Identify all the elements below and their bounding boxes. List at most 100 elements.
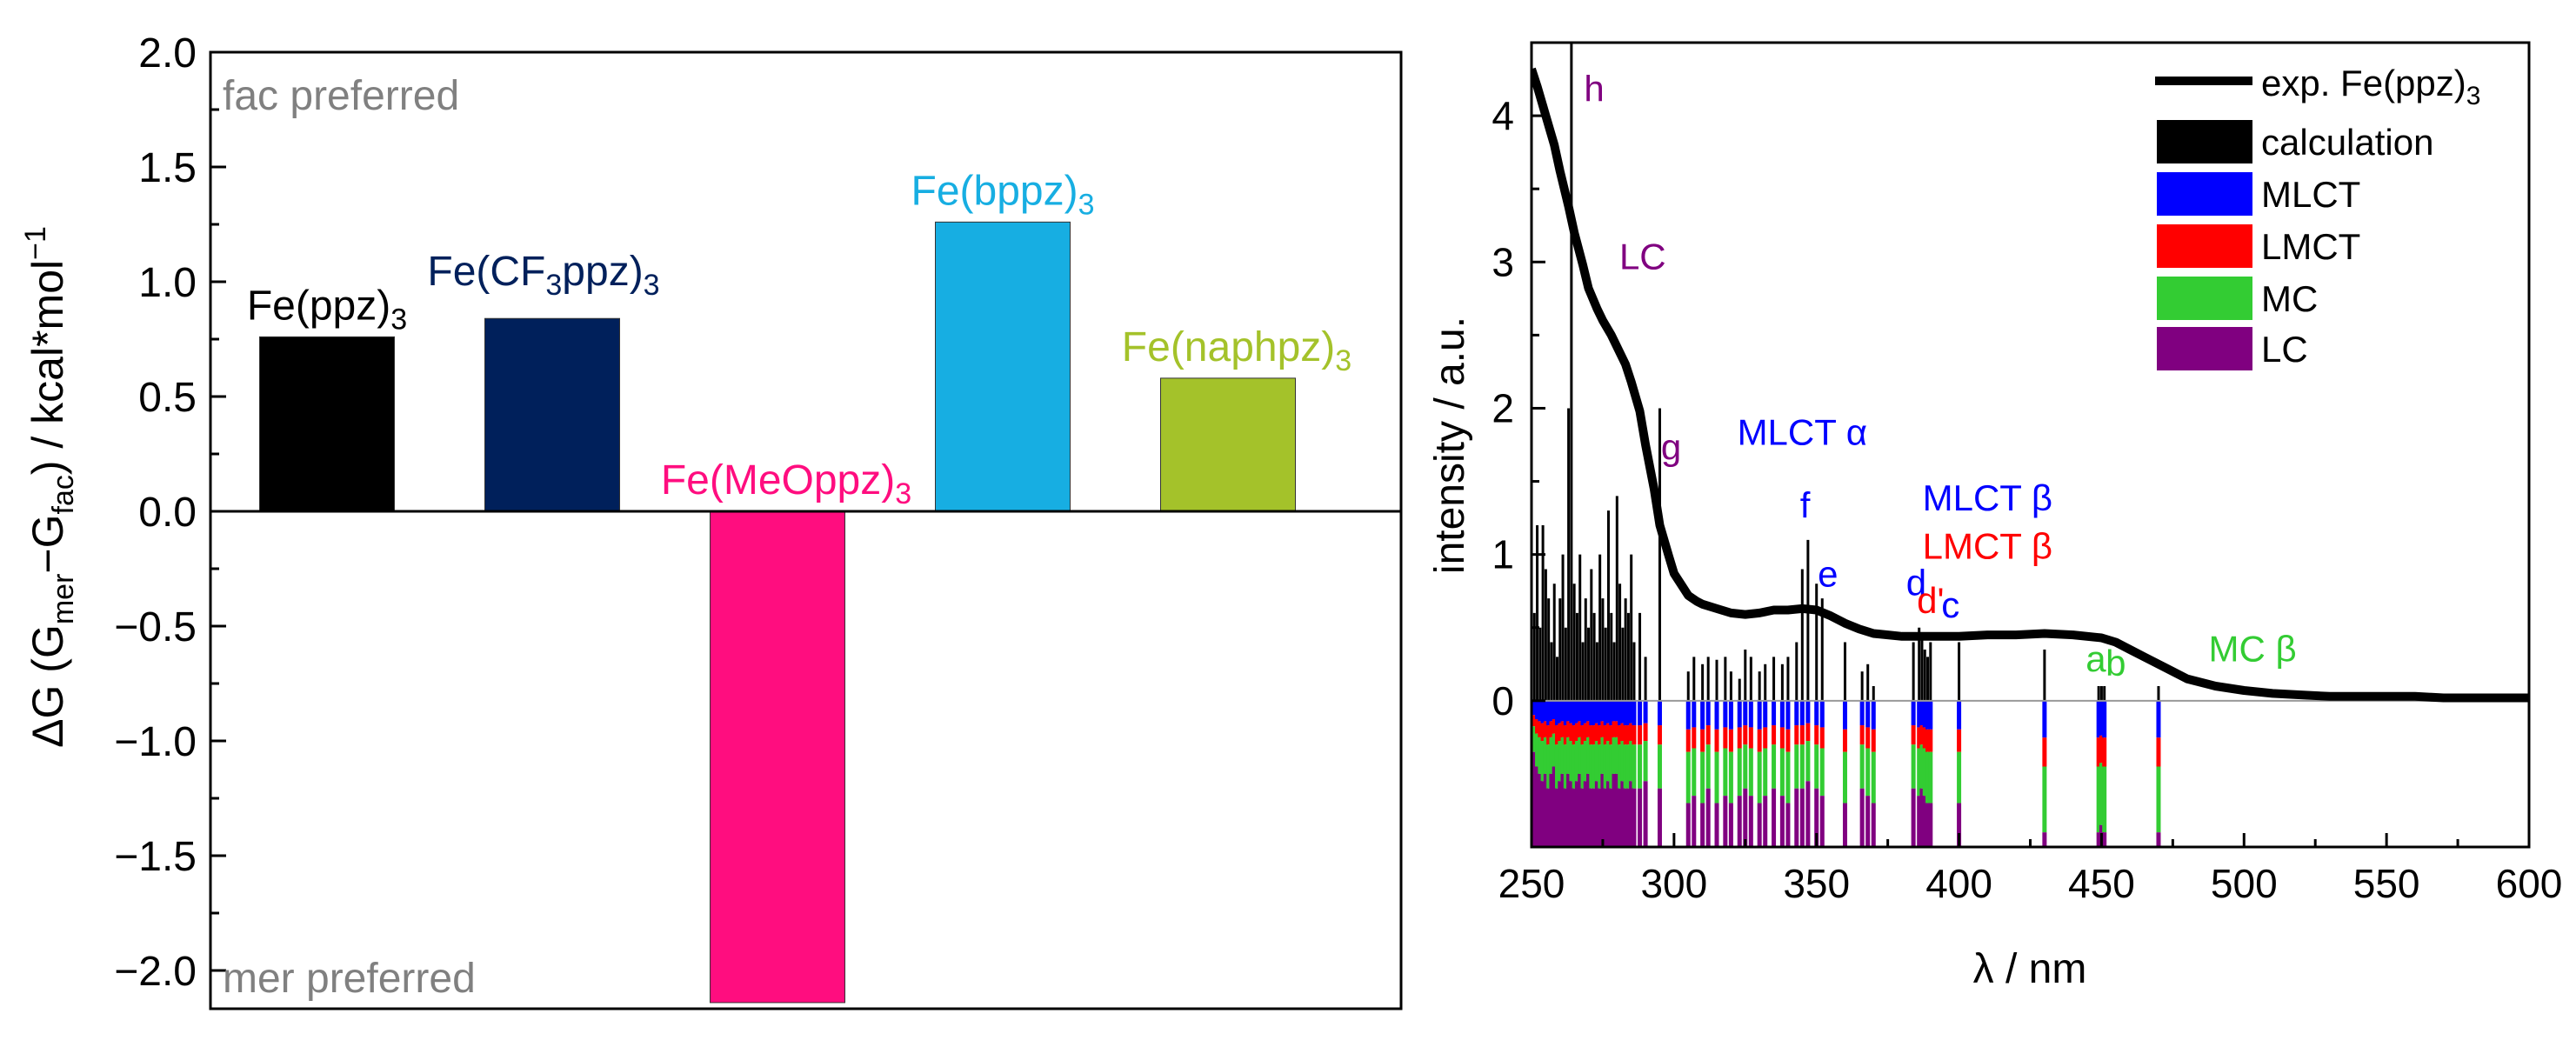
decomp-mc [1763,748,1768,797]
decomp-lmct [1814,725,1819,745]
decomp-lmct [1532,715,1537,727]
decomp-mc [1600,737,1605,774]
peak-label: d' [1917,580,1944,621]
bar-series: Fe(ppz)3 Fe(CF3ppz)3 Fe(MeOppz)3 Fe(bppz)3 F… [247,168,1351,1004]
decomp-mlct [1785,700,1791,730]
decomp-lc [1657,788,1662,847]
decomp-lc [1842,803,1847,847]
decomp-mc [1917,748,1922,797]
decomp-lc [2042,832,2047,847]
decomp-lc [1623,788,1628,847]
decomp-lc [1737,796,1742,847]
decomp-lmct [1794,725,1799,745]
decomp-lc [1928,803,1933,847]
decomp-lmct [1819,727,1825,749]
bar-y-tick-label: 0.0 [138,490,197,536]
decomp-mlct [1629,700,1634,724]
mer-preferred-note: mer preferred [223,956,476,1002]
decomp-mc [1692,748,1697,797]
decomp-lc [1552,766,1557,847]
spectrum-x-axis-title: λ / nm [1973,946,2087,992]
decomp-lc [1560,773,1565,847]
decomp-lmct [1737,727,1742,749]
decomp-mc [1535,733,1540,767]
peak-label: f [1800,485,1811,526]
decomp-lmct [1560,721,1565,737]
decomp-lmct [1569,723,1574,742]
decomp-lc [1925,803,1931,847]
bar-y-tick-label: −1.0 [114,719,197,765]
legend-swatch-mlct [2157,172,2252,216]
decomp-lmct [1779,727,1785,749]
decomp-lmct [1592,725,1597,745]
spectrum-x-tick-label: 550 [2353,861,2420,906]
decomp-lc [1569,781,1574,847]
decomp-mlct [1814,700,1819,726]
bar-y-tick-label: −2.0 [114,949,197,995]
legend-swatch-lmct [2157,224,2252,268]
decomp-mc [1705,744,1711,789]
decomp-mc [1859,744,1865,789]
decomp-mlct [2042,700,2047,738]
decomp-mc [1925,751,1931,804]
decomp-lc [1922,796,1927,847]
decomp-lmct [1700,729,1705,752]
decomp-mc [1928,751,1933,804]
decomp-lmct [1785,729,1791,752]
decomp-mlct [1819,700,1825,728]
decomp-mlct [1592,700,1597,726]
decomp-mlct [1546,700,1552,726]
bar-y-axis-title: ΔG (Gmer−Gfac) / kcal*mol−1 [19,226,80,748]
decomp-lmct [1594,723,1599,742]
bar-label-2: Fe(MeOppz)3 [661,457,911,510]
decomp-mc [1574,741,1579,782]
decomp-lc [1794,788,1799,847]
decomp-lc [1871,803,1876,847]
decomp-mc [1657,744,1662,789]
peak-label: LMCT β [1923,526,2052,567]
decomp-lc [1589,788,1594,847]
decomp-lc [1700,803,1705,847]
decomp-lmct [1757,729,1762,752]
decomp-lmct [1563,725,1568,745]
decomp-lmct [1578,721,1583,737]
decomp-lc [1957,803,1962,847]
bar-y-axis-label: ΔG (Gmer−Gfac) / kcal*mol−1 [19,226,80,748]
decomp-mc [1598,744,1603,789]
legend-swatch-mc [2157,277,2252,320]
peak-label: d [1906,563,1926,604]
decomp-lmct [1589,725,1594,745]
decomp-lmct [1657,725,1662,745]
decomp-lc [1614,773,1619,847]
decomp-mlct [1609,700,1614,726]
decomp-mc [1794,744,1799,789]
decomp-lc [1865,796,1871,847]
decomp-mlct [1543,700,1548,722]
decomp-lc [1603,788,1608,847]
legend-label-exp: exp. Fe(ppz)3 [2261,63,2480,110]
decomp-mlct [1586,700,1592,722]
peak-label: g [1661,426,1681,467]
peak-label: e [1818,554,1838,595]
spectrum-chart: 250 300 350 400 450 500 550 600 0 1 2 3 4 h LC g MLCT … [1427,41,2562,992]
decomp-lmct [1598,725,1603,745]
decomp-lc [1625,788,1631,847]
decomp-lmct [1620,723,1625,742]
decomp-lmct [1638,725,1643,745]
decomp-lmct [1609,725,1614,745]
bar-y-tick-label: −1.5 [114,834,197,880]
decomp-lmct [1925,729,1931,752]
decomp-mc [1538,737,1543,774]
decomp-mlct [1603,700,1608,726]
decomp-mc [1779,748,1785,797]
decomp-lmct [1614,721,1619,737]
decomp-mlct [1538,700,1543,722]
decomp-mlct [1919,700,1925,726]
decomp-mc [1612,737,1617,774]
decomp-mlct [1594,700,1599,724]
decomp-mc [1592,744,1597,789]
decomp-mc [1842,751,1847,804]
decomp-mlct [1779,700,1785,728]
decomp-lmct [1612,721,1617,737]
spectrum-y-axis-title: intensity / a.u. [1427,317,1473,574]
